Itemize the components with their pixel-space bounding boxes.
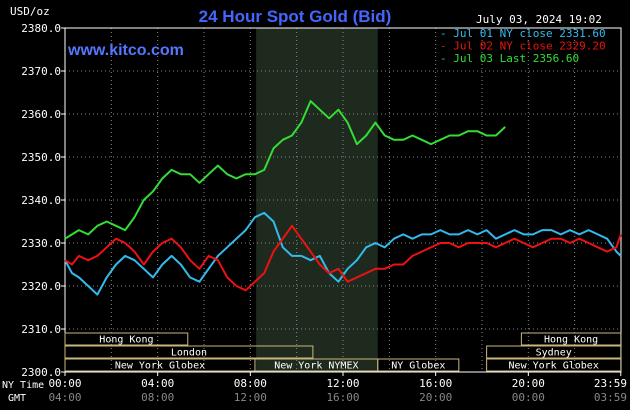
session-label: London	[171, 348, 207, 359]
y-tick-label: 2300.0	[21, 366, 61, 379]
x-tick-label-ny: 00:00	[48, 377, 81, 390]
x-tick-label-ny: 20:00	[512, 377, 545, 390]
session-box	[377, 358, 460, 372]
session-label: Sydney	[536, 348, 572, 359]
x-tick-label-gmt: 03:59	[594, 391, 627, 404]
y-tick-label: 2340.0	[21, 194, 61, 207]
y-tick-label: 2320.0	[21, 280, 61, 293]
y-tick-label: 2380.0	[21, 22, 61, 35]
x-tick-label-ny: 08:00	[234, 377, 267, 390]
y-tick-label: 2310.0	[21, 323, 61, 336]
gmt-row-label: GMT	[8, 393, 26, 404]
session-box	[520, 332, 622, 346]
session-label: Hong Kong	[544, 335, 598, 346]
x-tick-label-gmt: 20:00	[419, 391, 452, 404]
session-shade	[256, 28, 378, 372]
session-label: New York NYMEX	[274, 361, 358, 372]
x-tick-label-gmt: 16:00	[326, 391, 359, 404]
x-tick-label-ny: 16:00	[419, 377, 452, 390]
y-axis-label: USD/oz	[10, 5, 50, 18]
legend-entry-jul02: - Jul 02 NY close 2329.20	[440, 40, 606, 53]
x-tick-label-ny: 04:00	[141, 377, 174, 390]
x-axis: 00:0004:0004:0008:0008:0012:0012:0016:00…	[48, 372, 627, 404]
plot-area	[256, 28, 378, 372]
ny-time-row-label: NY Time	[2, 380, 44, 391]
chart-title: 24 Hour Spot Gold (Bid)	[199, 7, 392, 26]
x-tick-label-gmt: 00:00	[512, 391, 545, 404]
legend-entry-jul01: - Jul 01 NY close 2331.60	[440, 27, 606, 40]
session-label: NY Globex	[391, 361, 445, 372]
y-tick-label: 2370.0	[21, 65, 61, 78]
x-tick-label-ny: 23:59	[594, 377, 627, 390]
y-tick-label: 2360.0	[21, 108, 61, 121]
series-line-jul03	[64, 100, 506, 240]
session-label: New York Globex	[509, 361, 599, 372]
series-line-jul02	[64, 224, 622, 292]
timestamp: July 03, 2024 19:02	[476, 13, 602, 26]
x-tick-label-ny: 12:00	[326, 377, 359, 390]
y-tick-label: 2350.0	[21, 151, 61, 164]
y-tick-label: 2330.0	[21, 237, 61, 250]
session-box	[64, 332, 189, 346]
x-tick-label-gmt: 12:00	[234, 391, 267, 404]
market-sessions: Hong Kong Hong Kong London Sydney New York G…	[64, 332, 622, 372]
legend-entry-jul03: - Jul 03 Last 2356.60	[440, 52, 579, 65]
session-box	[64, 345, 314, 359]
x-tick-label-gmt: 08:00	[141, 391, 174, 404]
session-label: New York Globex	[115, 361, 205, 372]
source-watermark: www.kitco.com	[67, 42, 184, 59]
legend: - Jul 01 NY close 2331.60- Jul 02 NY clo…	[440, 27, 606, 65]
session-label: Hong Kong	[99, 335, 153, 346]
session-box	[486, 345, 622, 359]
session-box	[486, 358, 622, 372]
y-axis: 2300.0 2310.0 2320.0 2330.0 2340.0 2350.0 2360…	[21, 22, 65, 379]
x-tick-label-gmt: 04:00	[48, 391, 81, 404]
series-lines	[64, 100, 622, 296]
